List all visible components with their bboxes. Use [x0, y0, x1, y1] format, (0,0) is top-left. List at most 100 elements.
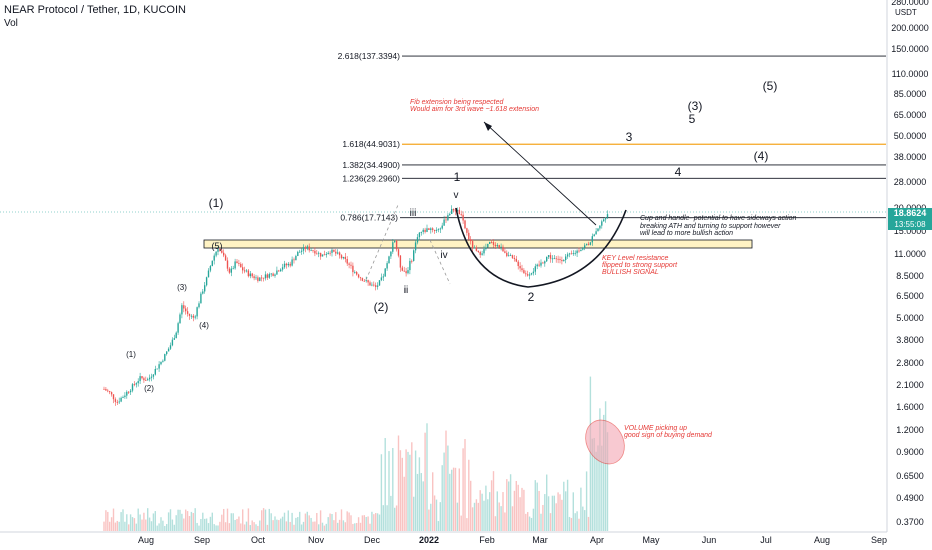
volume-bar	[207, 523, 210, 531]
volume-bar	[407, 451, 409, 531]
candle-body	[352, 265, 354, 273]
time-axis[interactable]: Aug Sep Oct Nov Dec 2022 Feb Mar Apr May Jun Jul Aug…	[138, 535, 887, 545]
candle-body	[386, 263, 388, 269]
candle-body	[566, 254, 569, 257]
volume-label: Vol	[4, 18, 18, 29]
volume-bar	[152, 513, 155, 531]
volume-bar	[597, 445, 599, 531]
candle-body	[424, 229, 426, 232]
candle-body	[546, 256, 548, 262]
volume-bar	[555, 503, 557, 531]
volume-bar	[432, 472, 434, 531]
wave-label: (1)	[126, 350, 136, 359]
candle-body	[158, 364, 160, 369]
volume-bar	[143, 512, 145, 531]
volume-bar	[452, 467, 455, 531]
volume-bar	[441, 465, 443, 531]
candle-body	[344, 256, 346, 260]
time-tick-label: Feb	[479, 535, 495, 545]
candle-body	[188, 313, 191, 316]
volume-bar	[352, 523, 354, 531]
candle-body	[114, 399, 117, 402]
candle-body	[485, 247, 487, 250]
wave-label: (4)	[754, 149, 769, 163]
volume-bar	[565, 491, 567, 531]
volume-bar	[422, 481, 424, 531]
wave-label: (5)	[763, 79, 778, 93]
candle-body	[346, 259, 348, 264]
candle-body	[502, 246, 504, 252]
volume-bar	[283, 512, 286, 531]
candle-body	[150, 376, 153, 378]
candle-body	[154, 368, 156, 375]
candle-body	[300, 250, 303, 252]
candle-body	[230, 268, 232, 273]
volume-bar	[302, 521, 305, 531]
candle-body	[143, 378, 145, 381]
candle-body	[171, 339, 174, 346]
candle-body	[544, 261, 546, 264]
price-tick-label: 38.0000	[894, 152, 927, 162]
candle-body	[496, 245, 498, 247]
candle-body	[409, 260, 411, 271]
candle-body	[337, 252, 339, 254]
candle-body	[437, 229, 440, 231]
candle-body	[506, 252, 508, 257]
time-tick-label: Oct	[251, 535, 266, 545]
volume-bar	[530, 517, 533, 531]
candle-body	[591, 236, 593, 243]
volume-bar	[508, 481, 510, 531]
volume-bar	[378, 514, 381, 531]
arrow-head	[484, 122, 492, 131]
candle-body	[580, 249, 582, 252]
volume-bar	[196, 522, 198, 531]
candle-body	[388, 256, 390, 264]
candle-body	[498, 245, 500, 248]
candle-body	[354, 272, 356, 273]
candle-body	[603, 219, 605, 222]
candle-body	[118, 401, 120, 403]
volume-bar	[112, 508, 115, 531]
volume-bar	[107, 511, 109, 531]
fib-label: 2.618(137.3394)	[338, 51, 401, 61]
candle-body	[112, 394, 115, 400]
candle-body	[308, 246, 310, 251]
volume-bar	[433, 495, 436, 531]
volume-bar	[517, 484, 519, 531]
wave-label: (3)	[177, 283, 187, 292]
candle-body	[181, 305, 183, 315]
volume-bar	[477, 502, 479, 531]
volume-bar	[299, 511, 301, 531]
candle-body	[513, 257, 516, 259]
volume-bar	[215, 525, 217, 531]
volume-bar	[534, 480, 536, 531]
currency-label: USDT	[895, 8, 917, 17]
volume-bar	[213, 524, 215, 531]
candle-body	[167, 348, 170, 352]
cup-note: Cup and handle- potential to have sidewa…	[640, 215, 797, 222]
volume-bar	[409, 454, 411, 531]
volume-bar	[200, 518, 202, 531]
candle-body	[422, 229, 424, 232]
candle-body	[192, 315, 194, 318]
candle-body	[515, 258, 517, 262]
volume-bar	[392, 447, 394, 531]
volume-bar	[226, 508, 229, 531]
volume-bar	[183, 518, 185, 531]
candle-body	[468, 232, 470, 240]
candle-body	[350, 264, 352, 266]
volume-bar	[293, 524, 295, 531]
candle-body	[240, 263, 242, 268]
price-tick-label: 50.0000	[894, 131, 927, 141]
candle-body	[572, 253, 574, 255]
candle-body	[418, 232, 421, 238]
candle-body	[371, 284, 373, 286]
volume-bar	[109, 521, 111, 531]
candle-body	[299, 251, 301, 253]
wave-label: (4)	[199, 321, 209, 330]
volume-bar	[384, 438, 386, 531]
volume-bar	[166, 524, 168, 531]
volume-bar	[333, 520, 335, 531]
volume-bar	[354, 523, 356, 531]
